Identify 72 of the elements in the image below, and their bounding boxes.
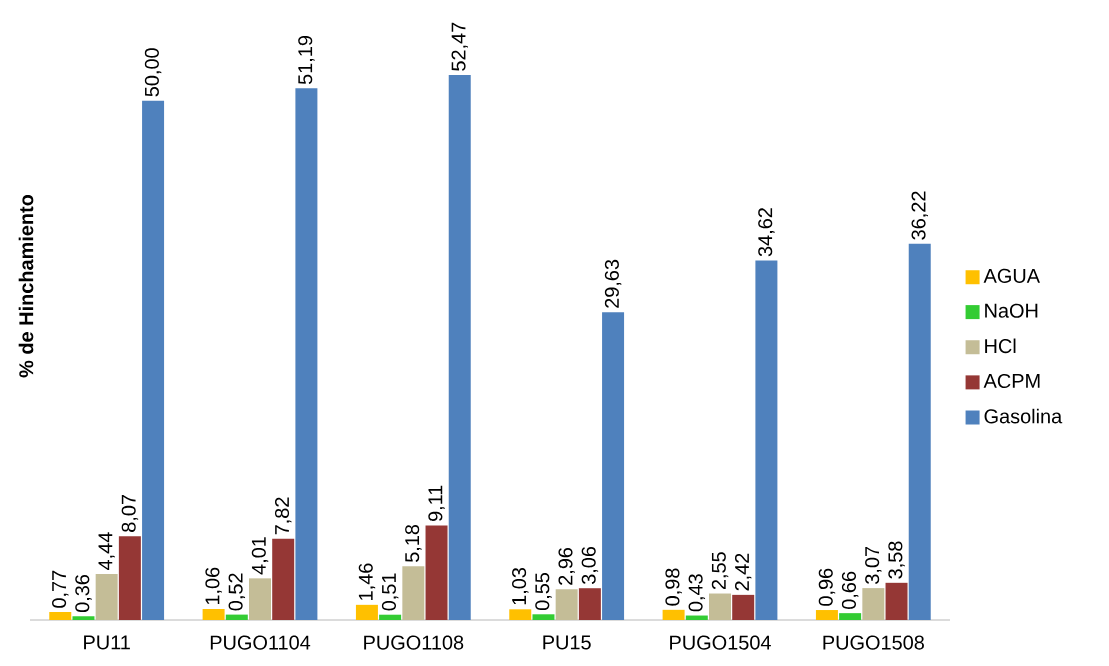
data-label: 4,01: [251, 537, 269, 575]
bar: [532, 614, 555, 620]
data-label: 0,51: [381, 573, 399, 611]
bar: [862, 588, 885, 620]
bar: [555, 589, 578, 620]
data-label: 0,55: [535, 572, 552, 611]
bar: [202, 608, 225, 620]
bar: [815, 610, 838, 620]
data-label: 0,43: [688, 574, 706, 612]
data-label: 2,96: [558, 547, 575, 585]
data-label: 2,55: [711, 552, 729, 590]
data-label: 34,62: [758, 208, 775, 257]
data-label: 3,07: [865, 546, 882, 584]
data-label: 2,42: [734, 553, 752, 591]
bar: [685, 615, 708, 620]
bar: [272, 538, 295, 620]
data-label: 0,52: [228, 573, 246, 611]
bar: [295, 88, 318, 620]
bar: [402, 566, 425, 620]
data-label: 1,06: [205, 567, 222, 605]
bar: [509, 609, 532, 620]
data-label: 36,22: [911, 191, 928, 240]
bar: [225, 614, 248, 620]
data-label: 0,66: [841, 571, 859, 609]
data-label: 4,44: [98, 532, 115, 571]
bar: [908, 243, 931, 620]
data-label: 52,47: [451, 22, 468, 71]
bar: [425, 525, 448, 620]
data-label: 9,11: [428, 485, 445, 522]
bar: [142, 100, 165, 620]
legend-label: HCl: [985, 338, 1016, 354]
bar: [448, 75, 471, 620]
bar: [578, 588, 601, 620]
bar: [49, 612, 72, 620]
x-tick-label: PUGO1104: [210, 635, 311, 650]
x-tick-label: PUGO1508: [823, 635, 924, 650]
y-axis-title: % de Hinchamiento: [18, 194, 34, 378]
bar: [355, 604, 378, 620]
bar: [755, 260, 778, 620]
legend-label: NaOH: [985, 303, 1038, 318]
data-label: 0,96: [818, 568, 836, 606]
data-label: 3,06: [581, 546, 599, 585]
x-tick-label: PUGO1504: [670, 635, 771, 650]
data-label: 50,00: [144, 48, 162, 97]
bar: [72, 616, 95, 620]
data-label: 0,98: [665, 568, 682, 606]
bar: [839, 613, 862, 620]
data-label: 1,03: [512, 567, 529, 605]
legend-label: Gasolina: [984, 408, 1063, 424]
bar: [732, 594, 755, 620]
bar: [118, 536, 141, 620]
x-tick-label: PUGO1108: [364, 635, 464, 650]
data-label: 51,19: [298, 35, 315, 85]
data-label: 5,18: [405, 524, 422, 562]
data-label: 8,07: [121, 494, 139, 532]
bar: [885, 582, 908, 620]
bar: [709, 593, 731, 620]
x-tick-label: PU15: [543, 635, 591, 650]
data-label: 3,58: [888, 541, 905, 579]
data-label: 29,63: [604, 259, 622, 308]
x-tick-label: PU11: [84, 635, 130, 650]
bar: [95, 573, 118, 620]
legend-label: AGUA: [983, 268, 1040, 283]
data-label: 0,77: [52, 570, 69, 608]
legend-label: ACPM: [983, 373, 1040, 389]
data-label: 1,46: [358, 563, 376, 600]
data-label: 7,82: [274, 497, 292, 535]
bar: [662, 609, 685, 620]
data-label: 0,36: [75, 574, 92, 613]
bar: [602, 312, 625, 620]
bar: [249, 578, 271, 620]
bar: [379, 614, 402, 620]
